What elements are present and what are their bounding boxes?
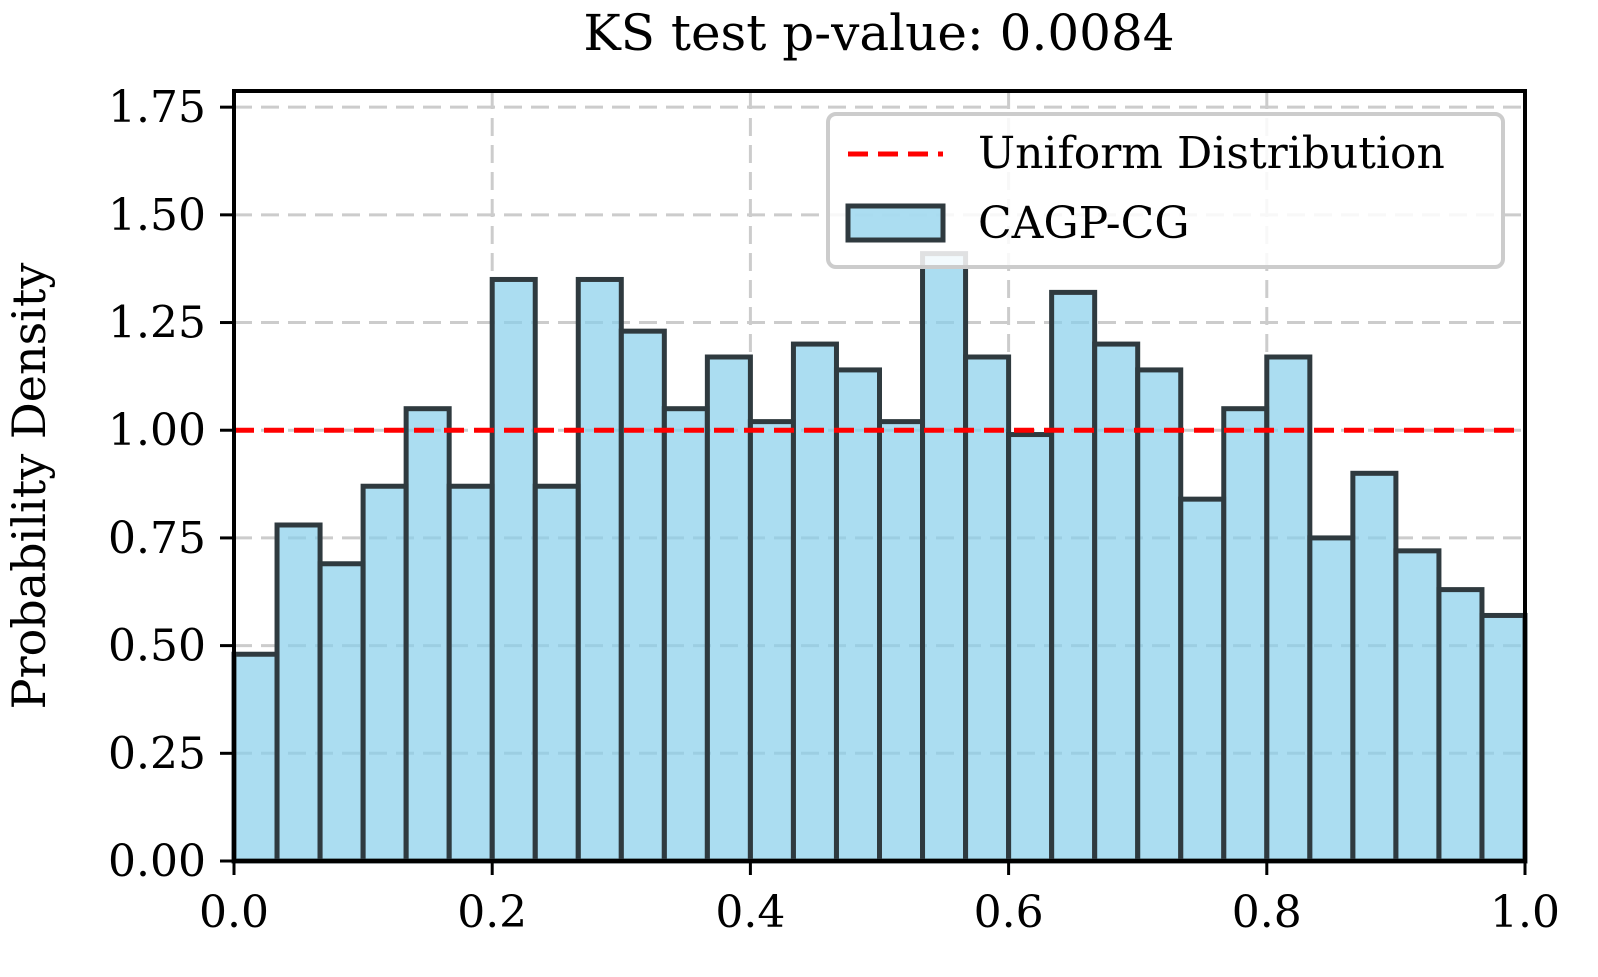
histogram-bar [661,406,710,864]
legend-cagp-label: CAGP-CG [978,198,1189,249]
x-tick-label: 0.0 [199,887,269,938]
histogram-bar [317,561,366,864]
histogram-bar [1049,289,1098,864]
histogram-bar [1350,470,1399,864]
x-tick-label: 1.0 [1490,887,1560,938]
histogram-bar [920,251,969,864]
histogram-bar [1092,341,1141,864]
y-tick-label: 1.00 [108,405,206,456]
plot-frame [232,89,1527,863]
histogram-bar [790,341,839,864]
histogram-bar [446,483,495,864]
histogram-bar [274,522,323,864]
legend-uniform-label: Uniform Distribution [978,128,1445,179]
histogram-bar [360,483,409,864]
histogram-bar [231,651,280,864]
legend-box [826,112,1505,269]
y-tick-label: 0.00 [108,836,206,887]
y-tick-label: 0.50 [108,621,206,672]
histogram-bar [1006,432,1055,864]
y-tick-label: 1.75 [108,82,206,133]
histogram-bar [575,276,624,864]
y-tick-label: 0.75 [108,513,206,564]
histogram-bars [231,251,1528,864]
histogram-bar [1307,535,1356,864]
histogram-bar [1221,406,1270,864]
histogram-bar [1135,367,1184,864]
histogram-bar [489,276,538,864]
histogram-bar [1264,354,1313,864]
y-tick-label: 0.25 [108,728,206,779]
histogram-bar [833,367,883,864]
histogram-bar [532,483,581,864]
x-tick-label: 0.4 [715,887,785,938]
histogram-bar [747,419,796,864]
y-axis-title: Probability Density [2,263,56,710]
histogram-bar [1178,496,1227,864]
x-tick-label: 0.6 [974,887,1044,938]
axis-ticks: 0.0 0.2 0.4 0.6 0.8 1.0 0.00 0.25 0.50 0.75 1.00 1.… [108,82,1560,938]
histogram-bar [403,406,452,864]
histogram-bar [618,328,667,864]
histogram-bar [1436,587,1485,864]
legend-cagp-swatch [845,203,946,243]
axes-frame [232,89,1527,863]
y-tick-label: 1.50 [108,190,206,241]
x-tick-label: 0.2 [457,887,527,938]
histogram-bar [1479,612,1528,864]
histogram-bar [877,419,926,864]
legend: Uniform Distribution CAGP-CG [826,112,1505,269]
chart-title: KS test p-value: 0.0084 [583,4,1174,62]
x-tick-label: 0.8 [1232,887,1302,938]
histogram-bar [1393,548,1442,864]
y-tick-label: 1.25 [108,298,206,349]
